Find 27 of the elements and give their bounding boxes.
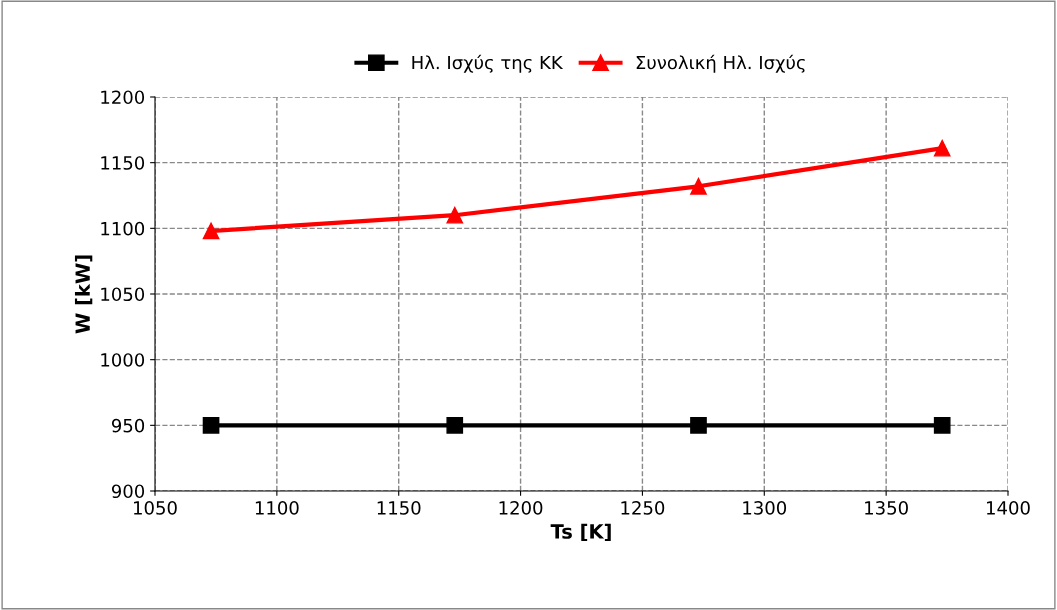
y-tick-label: 1050 <box>101 287 145 302</box>
x-tick-label: 1150 <box>377 501 421 515</box>
x-tick-label: 1300 <box>743 501 787 515</box>
point <box>446 206 464 224</box>
legend-label: Ηλ. Ισχύς της ΚΚ <box>412 54 564 73</box>
y-tick-label: 1200 <box>101 90 145 105</box>
y-tick-label: 1100 <box>101 221 145 236</box>
x-tick-label: 1200 <box>499 501 543 515</box>
x-tick-label: 1400 <box>987 501 1030 515</box>
x-tick-label: 1350 <box>865 501 908 515</box>
point <box>690 177 707 195</box>
point <box>690 416 707 434</box>
point <box>202 416 220 434</box>
point <box>933 416 951 434</box>
y-tick-label: 1150 <box>101 156 145 170</box>
y-tick-label: 900 <box>111 484 145 499</box>
legend-label: Συνολική Ηλ. Ισχύς <box>636 54 805 73</box>
point <box>202 222 220 240</box>
x-tick-label: 1100 <box>255 501 299 515</box>
x-axis-title: Ts [K] <box>550 523 611 542</box>
y-tick-label: 1000 <box>101 353 145 367</box>
x-tick-label: 1250 <box>621 501 665 515</box>
point <box>446 416 464 434</box>
y-axis-title: W [kW] <box>74 255 93 334</box>
y-tick-label: 950 <box>111 418 145 433</box>
point <box>933 139 951 157</box>
x-tick-label: 1050 <box>134 501 177 515</box>
